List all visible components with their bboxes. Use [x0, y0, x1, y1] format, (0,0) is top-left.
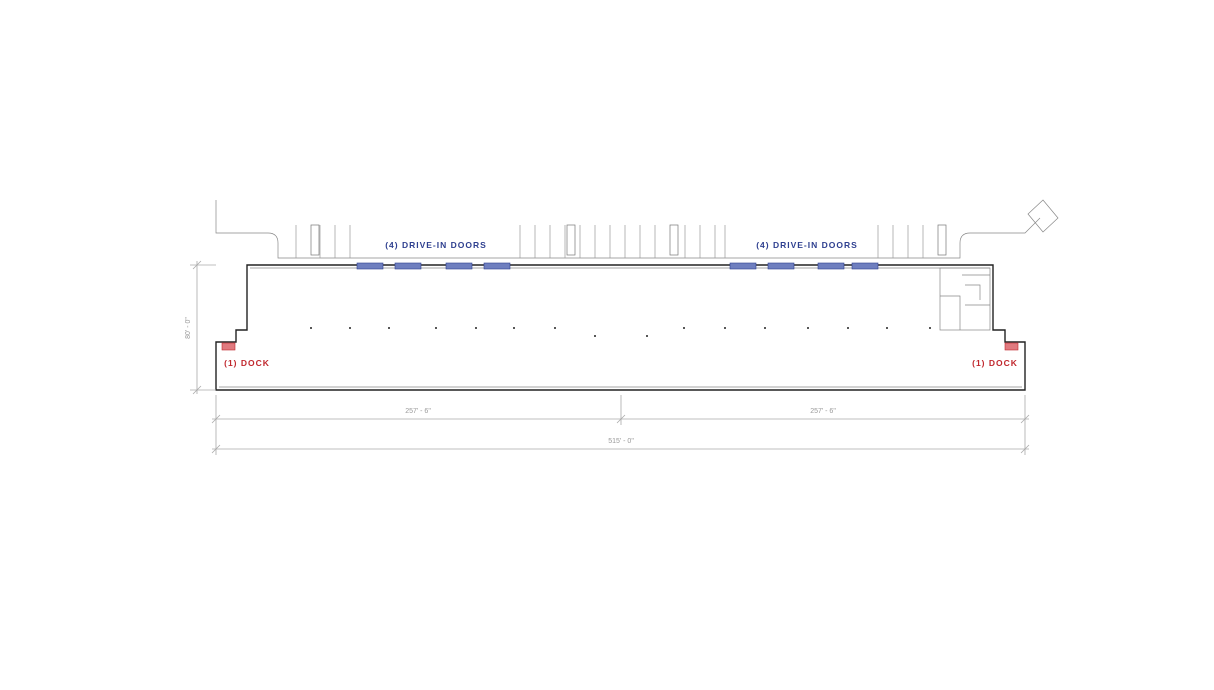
- drive-in-doors: [356, 262, 879, 270]
- dimension-label: 515' - 0": [608, 438, 634, 445]
- dimension-lines: [190, 260, 1030, 455]
- dimension-label: 80' - 0": [185, 317, 192, 339]
- drive-in-label: (4) DRIVE-IN DOORS: [756, 240, 858, 250]
- site-lines: [215, 199, 1059, 259]
- dimension-label: 257' - 6": [405, 408, 431, 415]
- drive-in-label: (4) DRIVE-IN DOORS: [385, 240, 487, 250]
- dimension-label: 257' - 6": [810, 408, 836, 415]
- columns: [310, 327, 931, 337]
- docks: [221, 342, 1019, 351]
- dock-label: (1) DOCK: [224, 358, 270, 368]
- dock-label: (1) DOCK: [972, 358, 1018, 368]
- building-outline: [215, 264, 1026, 391]
- office: [939, 267, 991, 331]
